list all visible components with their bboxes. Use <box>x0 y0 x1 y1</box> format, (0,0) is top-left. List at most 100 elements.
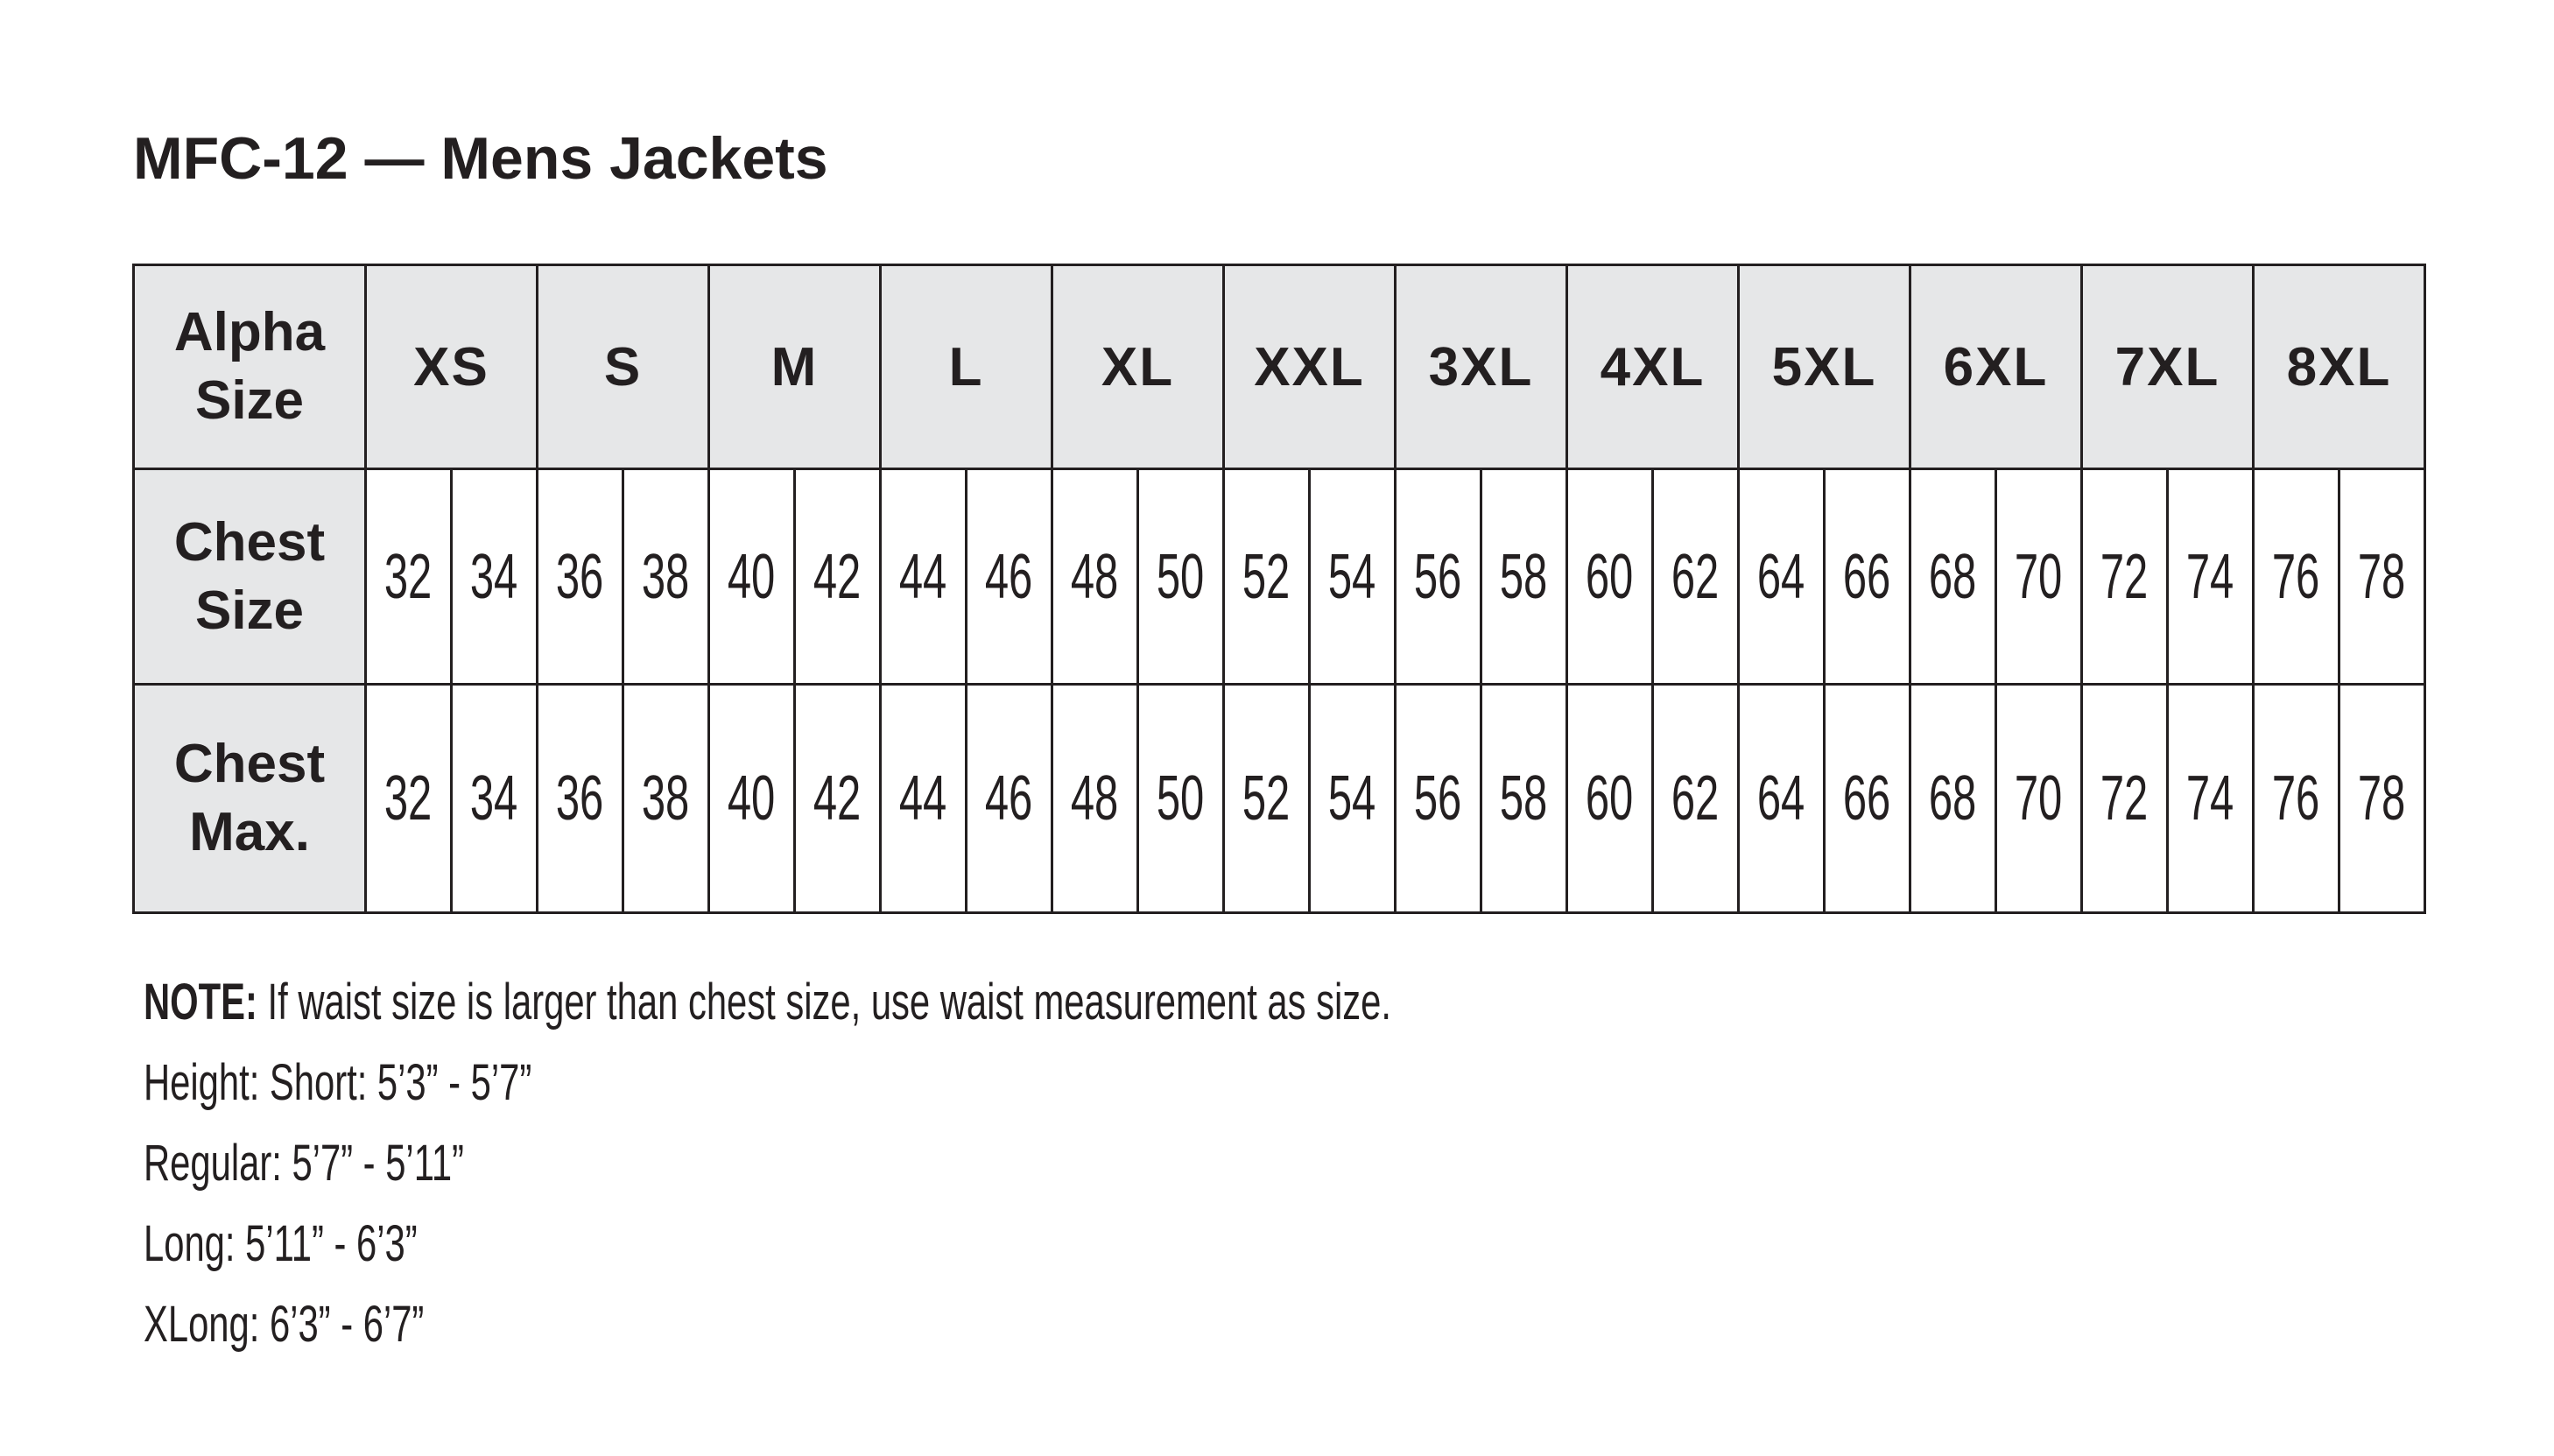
alpha-size-cell: 6XL <box>1909 264 2083 470</box>
chest-size-cell: 60 <box>1565 468 1654 686</box>
chest-size-cell: 56 <box>1394 468 1482 686</box>
chest-size-cell: 40 <box>707 468 796 686</box>
cell-value: 78 <box>2358 541 2406 612</box>
cell-value: 62 <box>1671 541 1720 612</box>
row-label-chest-size: Chest Size <box>132 468 367 686</box>
cell-value: 60 <box>1586 763 1634 834</box>
chest-max-cell: 42 <box>793 683 882 914</box>
cell-value: 60 <box>1586 541 1634 612</box>
chest-size-cell: 32 <box>364 468 453 686</box>
chest-max-cell: 44 <box>879 683 967 914</box>
chest-size-cell: 52 <box>1222 468 1311 686</box>
chest-size-cell: 64 <box>1737 468 1826 686</box>
chest-max-cell: 70 <box>1995 683 2083 914</box>
cell-value: 58 <box>1500 763 1548 834</box>
alpha-size-cell: L <box>879 264 1053 470</box>
alpha-size-cell: 7XL <box>2080 264 2255 470</box>
cell-value: 50 <box>1157 541 1205 612</box>
alpha-size-row: Alpha Size XS S M L XL XXL 3XL 4XL 5XL 6XL 7XL 8XL <box>132 264 2426 470</box>
chest-size-cell: 42 <box>793 468 882 686</box>
label-line: Chest <box>173 734 326 794</box>
chest-size-cell: 38 <box>622 468 710 686</box>
page-title: MFC-12 — Mens Jackets <box>133 125 828 192</box>
chest-size-cell: 36 <box>536 468 624 686</box>
cell-value: 38 <box>642 763 690 834</box>
chest-size-cell: 50 <box>1136 468 1225 686</box>
note-label: NOTE: <box>144 974 257 1030</box>
alpha-size-cell: XXL <box>1222 264 1397 470</box>
cell-value: 64 <box>1757 541 1805 612</box>
alpha-size-cell: XS <box>364 264 538 470</box>
alpha-size-cell: 8XL <box>2252 264 2426 470</box>
label-line: Alpha <box>173 302 326 362</box>
label-line: Size <box>194 370 305 431</box>
cell-value: 54 <box>1328 763 1376 834</box>
cell-value: 76 <box>2272 541 2320 612</box>
chest-max-cell: 52 <box>1222 683 1311 914</box>
alpha-size-cell: 3XL <box>1394 264 1568 470</box>
cell-value: 44 <box>899 541 947 612</box>
chest-max-cell: 36 <box>536 683 624 914</box>
alpha-size-cell: XL <box>1051 264 1225 470</box>
cell-value: 40 <box>728 541 776 612</box>
chest-max-row: Chest Max. 32 34 36 38 40 42 44 46 48 50 52 54 56 58 60… <box>132 683 2426 914</box>
chest-size-cell: 72 <box>2080 468 2169 686</box>
chest-size-cell: 76 <box>2252 468 2340 686</box>
chest-size-cell: 44 <box>879 468 967 686</box>
chest-size-cell: 62 <box>1651 468 1740 686</box>
cell-value: 52 <box>1242 763 1291 834</box>
chest-max-cell: 64 <box>1737 683 1826 914</box>
chest-max-cell: 62 <box>1651 683 1740 914</box>
chest-size-row: Chest Size 32 34 36 38 40 42 44 46 48 50 52 54 56 58 60… <box>132 468 2426 686</box>
chest-max-cell: 56 <box>1394 683 1482 914</box>
chest-max-cell: 50 <box>1136 683 1225 914</box>
chest-max-cell: 68 <box>1909 683 1997 914</box>
cell-value: 38 <box>642 541 690 612</box>
cell-value: 42 <box>813 541 862 612</box>
chest-max-cell: 46 <box>965 683 1053 914</box>
cell-value: 68 <box>1929 541 1977 612</box>
chest-size-cell: 78 <box>2338 468 2426 686</box>
cell-value: 74 <box>2186 763 2234 834</box>
chest-size-cell: 58 <box>1480 468 1568 686</box>
notes-section: NOTE: If waist size is larger than chest… <box>144 972 1876 1375</box>
cell-value: 72 <box>2100 763 2149 834</box>
alpha-size-cell: S <box>536 264 710 470</box>
cell-value: 76 <box>2272 763 2320 834</box>
chest-size-cell: 54 <box>1308 468 1397 686</box>
cell-value: 48 <box>1071 541 1119 612</box>
cell-value: 50 <box>1157 763 1205 834</box>
cell-value: 32 <box>384 763 433 834</box>
cell-value: 78 <box>2358 763 2406 834</box>
cell-value: 74 <box>2186 541 2234 612</box>
cell-value: 34 <box>470 541 518 612</box>
cell-value: 66 <box>1843 763 1891 834</box>
chest-max-cell: 66 <box>1823 683 1911 914</box>
size-chart-table: Alpha Size XS S M L XL XXL 3XL 4XL 5XL 6XL 7XL 8XL C… <box>132 264 2426 914</box>
cell-value: 56 <box>1414 541 1462 612</box>
cell-value: 70 <box>2015 541 2063 612</box>
chest-max-cell: 60 <box>1565 683 1654 914</box>
cell-value: 58 <box>1500 541 1548 612</box>
cell-value: 40 <box>728 763 776 834</box>
chest-max-cell: 78 <box>2338 683 2426 914</box>
chest-max-cell: 34 <box>450 683 538 914</box>
cell-value: 32 <box>384 541 433 612</box>
chest-max-cell: 40 <box>707 683 796 914</box>
note-text: If waist size is larger than chest size,… <box>257 974 1391 1030</box>
chest-max-cell: 74 <box>2166 683 2255 914</box>
cell-value: 48 <box>1071 763 1119 834</box>
note-height-xlong: XLong: 6’3” - 6’7” <box>144 1296 425 1353</box>
cell-value: 46 <box>985 541 1033 612</box>
cell-value: 42 <box>813 763 862 834</box>
row-label-alpha-size: Alpha Size <box>132 264 367 470</box>
chest-max-cell: 76 <box>2252 683 2340 914</box>
cell-value: 54 <box>1328 541 1376 612</box>
label-line: Chest <box>173 511 326 573</box>
chest-size-cell: 70 <box>1995 468 2083 686</box>
chest-max-cell: 48 <box>1051 683 1139 914</box>
chest-max-cell: 32 <box>364 683 453 914</box>
chest-size-cell: 48 <box>1051 468 1139 686</box>
note-height-long: Long: 5’11” - 6’3” <box>144 1215 418 1272</box>
note-waist: NOTE: If waist size is larger than chest… <box>144 972 1391 1052</box>
